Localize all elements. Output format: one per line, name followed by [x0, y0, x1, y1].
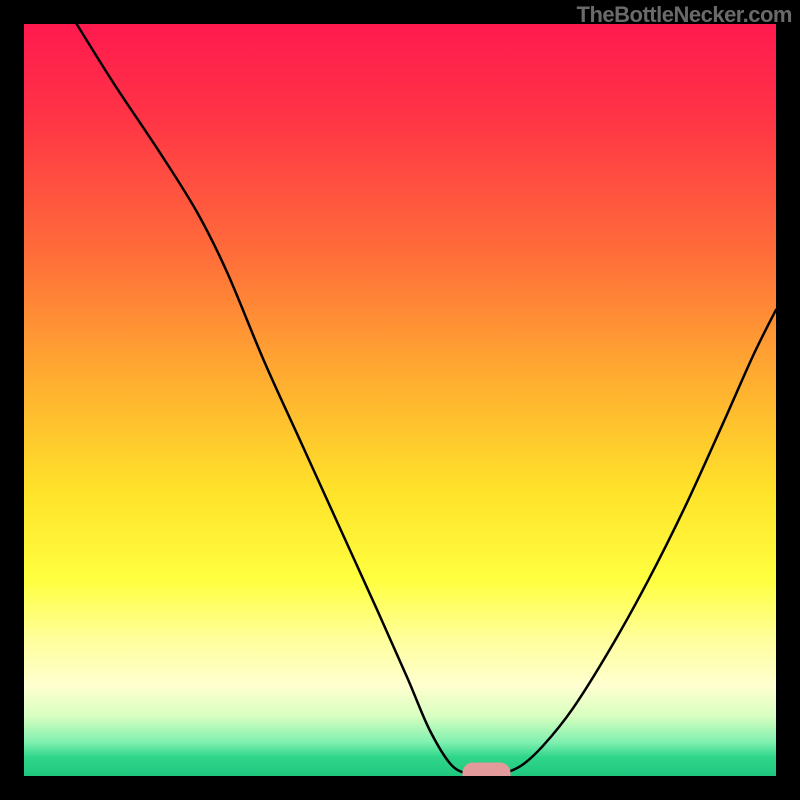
gradient-curve-chart	[24, 24, 776, 776]
plot-area	[24, 24, 776, 776]
watermark-text: TheBottleNecker.com	[577, 2, 792, 28]
chart-frame: TheBottleNecker.com	[0, 0, 800, 800]
optimal-point-marker	[462, 762, 510, 776]
